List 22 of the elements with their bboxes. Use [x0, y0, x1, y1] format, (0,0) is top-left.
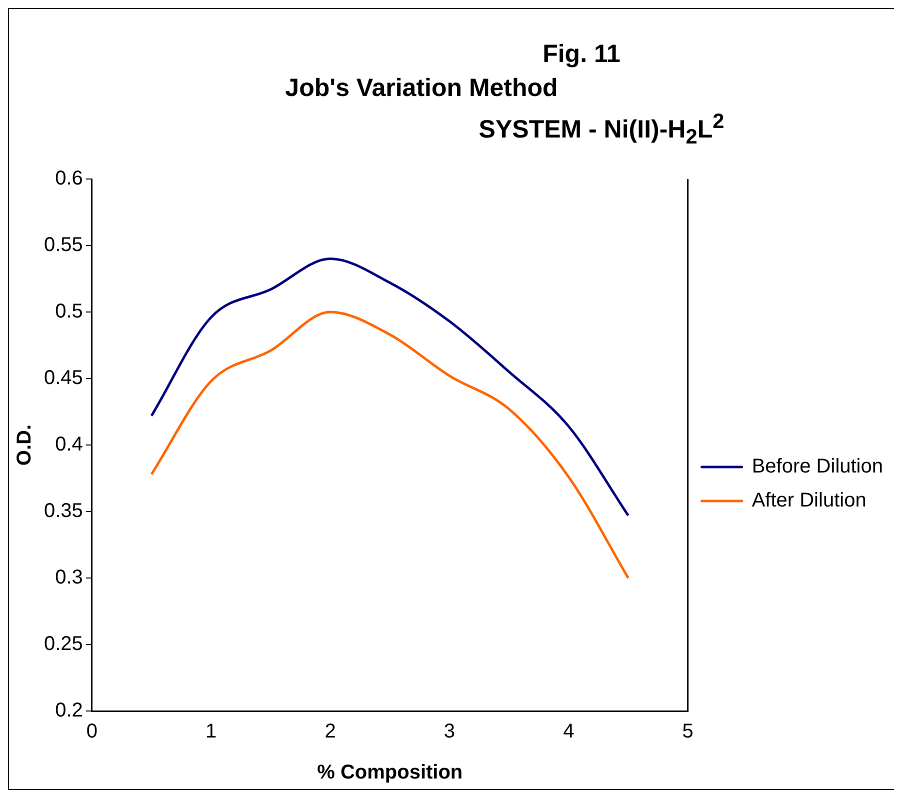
x-tick-label: 1 — [206, 720, 217, 743]
y-axis-title: O.D. — [14, 424, 36, 466]
x-tick-label: 3 — [444, 720, 456, 743]
y-tick-label: 0.2 — [55, 700, 83, 722]
y-tick-label: 0.25 — [44, 633, 83, 656]
x-tick-label: 4 — [563, 720, 574, 743]
x-tick-label: 0 — [86, 720, 98, 743]
x-axis-title: % Composition — [317, 762, 463, 784]
y-tick-label: 0.45 — [44, 367, 83, 390]
x-tick-label: 5 — [682, 720, 694, 743]
y-tick-label: 0.6 — [55, 168, 83, 190]
y-tick-label: 0.3 — [55, 566, 83, 589]
y-tick-label: 0.35 — [44, 500, 83, 522]
line-series — [150, 310, 630, 580]
y-tick-label: 0.4 — [55, 434, 83, 456]
chart-title: Fig. 11 Job's Variation Method SYSTEM - Ni(II)-H$_{2}$L$^{2}$ — [284, 39, 726, 150]
y-tick-label: 0.5 — [55, 300, 83, 323]
x-tick-label: 2 — [324, 720, 336, 743]
legend-label: Before Dilution — [752, 456, 884, 478]
y-tick-label: 0.55 — [44, 234, 83, 256]
line-series — [150, 258, 630, 517]
legend-label: After Dilution — [752, 490, 866, 512]
